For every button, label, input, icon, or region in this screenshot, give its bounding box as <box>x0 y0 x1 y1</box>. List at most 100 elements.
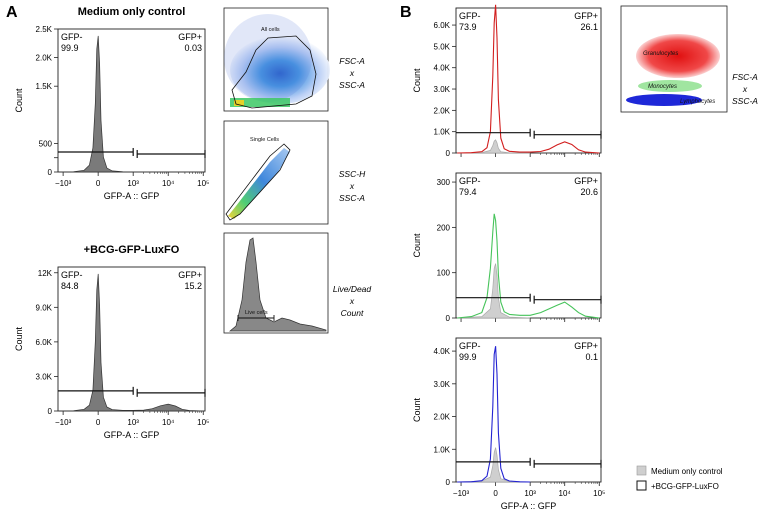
histogram-series <box>457 346 531 483</box>
gating-plot-live-dead: Live cells <box>223 232 329 334</box>
gating-label-line: Count <box>341 308 364 318</box>
x-tick-label: 0 <box>96 418 101 427</box>
y-axis-label: Count <box>412 398 422 423</box>
plot-frame <box>455 7 602 154</box>
gate-label-negative: GFP- <box>459 11 481 21</box>
gate-value-positive: 15.2 <box>184 281 202 291</box>
x-tick-label: −10³ <box>55 179 72 188</box>
gating-label-line: x <box>742 84 748 94</box>
all-cells-gate-label: All cells <box>261 27 280 33</box>
y-axis-label: Count <box>14 327 24 352</box>
lymphocytes-label: Lymphocytes <box>680 99 715 105</box>
gate-value-negative: 73.9 <box>459 22 477 32</box>
gating-label-line: SSC-H <box>339 169 366 179</box>
x-tick-label: 10⁴ <box>559 489 572 498</box>
plot-frame <box>57 28 206 173</box>
y-tick-label: 2.0K <box>36 54 53 63</box>
histogram-series <box>457 447 531 483</box>
y-axis-label: Count <box>412 233 422 258</box>
y-tick-label: 3.0K <box>434 380 451 389</box>
monocytes-cloud <box>638 80 702 92</box>
gate-label-positive: GFP+ <box>574 341 598 351</box>
y-tick-label: 300 <box>437 178 451 187</box>
gating-label-line: FSC-A <box>732 72 758 82</box>
histogram-overlay-red: 0 1.0K 2.0K 3.0K 4.0K 5.0K 6.0K Count GFP-73.9 GF… <box>412 4 602 158</box>
gate-value-negative: 99.9 <box>459 352 477 362</box>
gating-label-line: x <box>349 181 355 191</box>
y-tick-label: 6.0K <box>434 21 451 30</box>
gating-label-live-dead: Live/Dead x Count <box>333 284 372 318</box>
y-tick-label: 3.0K <box>36 372 53 381</box>
histogram-series <box>59 273 204 412</box>
lymphocytes-cloud <box>626 94 702 106</box>
legend: Medium only control +BCG-GFP-LuxFO <box>636 465 723 491</box>
x-tick-label: 0 <box>493 489 498 498</box>
legend-label-infected: +BCG-GFP-LuxFO <box>651 482 719 491</box>
histogram-overlay-green: 0 100 200 300 Count GFP-79.4 GFP+20.6 <box>412 172 602 323</box>
gate-label-negative: GFP- <box>61 32 83 42</box>
x-axis-label: GFP-A :: GFP <box>104 191 160 201</box>
y-tick-label: 2.5K <box>36 25 53 34</box>
gating-label-line: SSC-A <box>732 96 758 106</box>
monocytes-label: Monocytes <box>648 84 677 90</box>
gating-label-line: FSC-A <box>339 56 365 66</box>
live-cells-gate-label: Live cells <box>245 310 268 316</box>
gate-label-negative: GFP- <box>459 176 481 186</box>
y-tick-label: 2.0K <box>434 106 451 115</box>
gate-label-negative: GFP- <box>459 341 481 351</box>
y-tick-label: 5.0K <box>434 42 451 51</box>
x-tick-label: 10⁵ <box>197 179 209 188</box>
gating-label-line: x <box>349 296 355 306</box>
gating-label-line: SSC-A <box>339 193 365 203</box>
gate-label-positive: GFP+ <box>178 270 202 280</box>
gate-value-positive: 0.03 <box>184 43 202 53</box>
legend-label-control: Medium only control <box>651 467 723 476</box>
gate-value-positive: 26.1 <box>580 22 598 32</box>
plot-frame <box>455 337 602 483</box>
y-tick-label: 0 <box>446 149 451 158</box>
chart-title: +BCG-GFP-LuxFO <box>84 244 180 256</box>
gate-label-negative: GFP- <box>61 270 83 280</box>
y-tick-label: 0 <box>446 478 451 487</box>
y-tick-label: 1.5K <box>36 82 53 91</box>
gating-label-line: x <box>349 68 355 78</box>
gate-label-positive: GFP+ <box>574 176 598 186</box>
panel-label-b: B <box>400 4 412 21</box>
y-axis-label: Count <box>14 88 24 113</box>
x-tick-label: 10⁵ <box>593 489 605 498</box>
all-cells-gate <box>231 35 317 109</box>
x-tick-label: 10⁴ <box>162 418 175 427</box>
histogram-medium-only-control: Medium only control 0 500 1.5K 2.0K 2.5K Count… <box>14 6 209 201</box>
x-tick-label: 10⁵ <box>197 418 209 427</box>
gating-plot-fsc-ssc: All cells <box>223 7 330 112</box>
gating-label-ssch-ssca: SSC-H x SSC-A <box>339 169 366 203</box>
x-axis-label: GFP-A :: GFP <box>501 501 557 511</box>
legend-swatch-control <box>636 465 647 476</box>
gate-value-negative: 84.8 <box>61 281 79 291</box>
plot-frame <box>455 172 602 319</box>
y-tick-label: 100 <box>437 269 451 278</box>
debris-band-core <box>234 100 244 106</box>
gate-value-positive: 0.1 <box>585 352 598 362</box>
gate-value-positive: 20.6 <box>580 187 598 197</box>
gating-plot-populations: Granulocytes Monocytes Lymphocytes <box>620 5 728 113</box>
histogram-series <box>59 35 134 173</box>
y-tick-label: 4.0K <box>434 347 451 356</box>
y-tick-label: 2.0K <box>434 413 451 422</box>
histogram-series <box>457 213 600 319</box>
histogram-series <box>457 4 600 154</box>
y-tick-label: 0 <box>446 314 451 323</box>
y-tick-label: 12K <box>38 269 53 278</box>
gating-label-line: SSC-A <box>339 80 365 90</box>
panel-label-a: A <box>6 4 18 21</box>
x-tick-label: 10³ <box>524 489 536 498</box>
gating-label-fsc-ssc: FSC-A x SSC-A <box>339 56 365 90</box>
x-tick-label: 10³ <box>127 179 139 188</box>
histogram-series <box>457 263 531 319</box>
singlets-cloud <box>228 148 290 219</box>
x-tick-label: −10³ <box>453 489 470 498</box>
x-tick-label: 10³ <box>127 418 139 427</box>
y-tick-label: 9.0K <box>36 303 53 312</box>
y-tick-label: 1.0K <box>434 128 451 137</box>
